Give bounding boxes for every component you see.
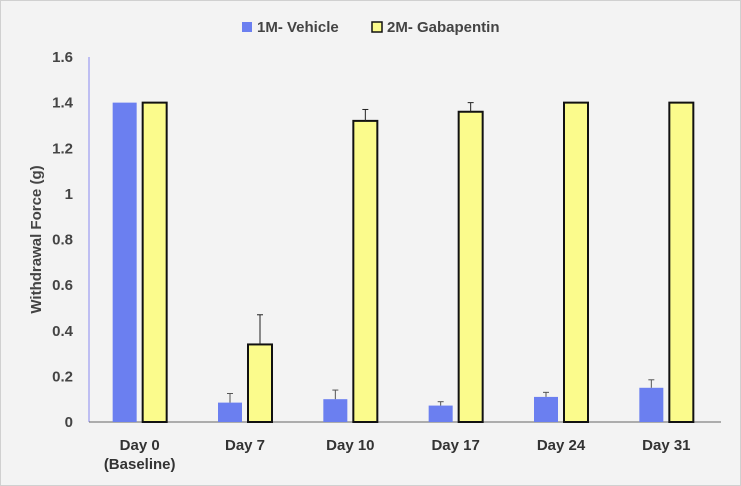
y-tick-label: 0.2 [52,368,73,385]
vehicle-error-bar [437,401,444,406]
gabapentin-bar [247,343,273,423]
legend-label: 1M- Vehicle [257,19,339,36]
gabapentin-bar [457,110,484,423]
y-tick-labels: 0 0.2 0.4 0.6 0.8 1 1.2 1.4 1.6 [52,49,74,431]
y-tick-label: 1.2 [52,140,73,157]
x-tick-label: Day 31 [642,437,690,454]
y-tick-label: 0.4 [52,323,74,340]
vehicle-bar [323,399,348,422]
vehicle-bar [534,396,558,422]
y-tick-label: 0 [65,414,73,431]
legend-swatch [242,22,252,32]
x-tick-label: Day 0 (Baseline) [104,437,176,473]
x-tick-label: Day 7 [225,437,265,454]
vehicle-bar [112,102,137,422]
legend-item-gabapentin: 2M- Gabapentin [371,19,500,36]
gabapentin-bar [141,101,168,423]
vehicle-bar [428,405,453,422]
x-tick-label: Day 10 [326,437,374,454]
x-tick-label: Day 17 [431,437,479,454]
bars [112,101,695,423]
gabapentin-error-bar [467,102,474,112]
legend-label: 2M- Gabapentin [387,19,500,36]
y-tick-label: 0.6 [52,277,73,294]
vehicle-error-bar [227,392,233,403]
gabapentin-error-bar [257,314,263,345]
y-tick-label: 1.6 [52,49,73,66]
vehicle-error-bar [543,391,549,397]
vehicle-error-bar [332,389,339,400]
y-axis-title: Withdrawal Force (g) [28,165,45,313]
legend-swatch [371,21,383,33]
gabapentin-error-bar [362,108,369,121]
y-tick-label: 1.4 [52,95,74,112]
vehicle-bar [639,387,664,422]
vehicle-bar [218,402,242,422]
gabapentin-bar [668,101,695,423]
y-tick-label: 0.8 [52,232,73,249]
vehicle-error-bar [648,379,655,388]
legend: 1M- Vehicle 2M- Gabapentin [242,19,500,36]
gabapentin-bar [352,119,379,423]
legend-item-vehicle: 1M- Vehicle [242,19,339,36]
y-tick-label: 1 [65,186,73,203]
x-tick-labels: Day 0 (Baseline) Day 7 Day 10 Day 17 Day 24 Da… [104,437,691,473]
gabapentin-bar [563,101,589,423]
x-tick-label: Day 24 [537,437,586,454]
